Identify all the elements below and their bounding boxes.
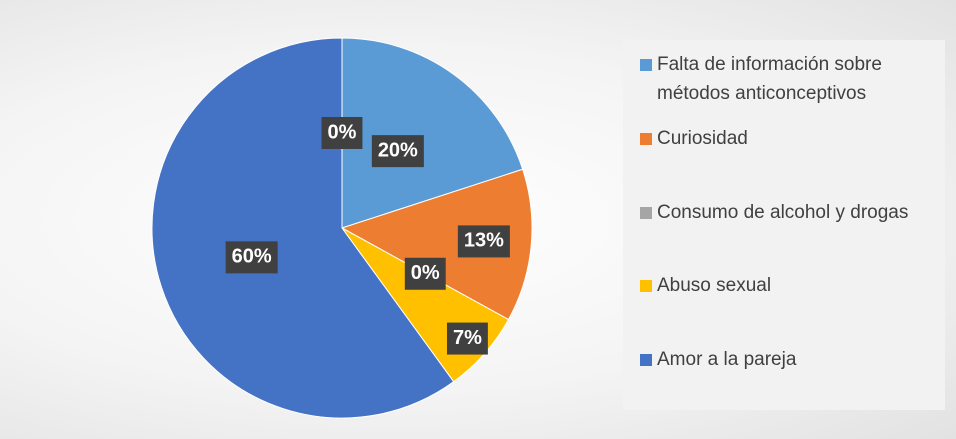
legend-entry: Consumo de alcohol y drogas <box>640 198 939 227</box>
data-label-text: 13% <box>464 230 504 252</box>
legend-swatch <box>640 207 652 219</box>
data-label: 20% <box>371 135 424 168</box>
legend-entry: Falta de información sobre métodos antic… <box>640 50 939 108</box>
legend-label: Falta de información sobre métodos antic… <box>657 54 882 104</box>
legend-label: Consumo de alcohol y drogas <box>657 202 909 223</box>
data-label-box <box>446 322 488 355</box>
data-label-box <box>225 241 278 274</box>
data-label: 0% <box>321 117 363 149</box>
legend-swatch <box>640 280 652 292</box>
pie-slice <box>151 37 455 419</box>
legend-entry: Abuso sexual <box>640 271 939 300</box>
legend: Falta de información sobre métodos antic… <box>623 40 945 410</box>
pie-slice <box>341 37 524 229</box>
legend-entry: Amor a la pareja <box>640 345 939 374</box>
legend-label: Abuso sexual <box>657 275 772 296</box>
legend-swatch <box>640 133 652 145</box>
legend-swatch <box>640 59 652 71</box>
data-label-box <box>321 117 363 149</box>
legend-label: Amor a la pareja <box>657 349 797 370</box>
data-label-text: 7% <box>453 327 482 349</box>
data-label-text: 0% <box>328 121 357 143</box>
legend-entry: Curiosidad <box>640 124 939 153</box>
data-label: 13% <box>457 225 510 258</box>
data-label: 60% <box>225 241 278 274</box>
pie-area: 0% 20% 13% 0% 7% 60% <box>151 37 533 419</box>
data-label: 0% <box>404 257 446 290</box>
pie-slice <box>340 168 533 321</box>
data-label-box <box>371 135 424 168</box>
data-label-box <box>457 225 510 258</box>
data-label-text: 0% <box>411 262 440 284</box>
data-label-box <box>404 257 446 290</box>
legend-swatch <box>640 354 652 366</box>
data-label-text: 20% <box>378 139 418 161</box>
data-label-text: 60% <box>232 246 272 268</box>
legend-label: Curiosidad <box>657 128 748 149</box>
data-label: 7% <box>446 322 488 355</box>
